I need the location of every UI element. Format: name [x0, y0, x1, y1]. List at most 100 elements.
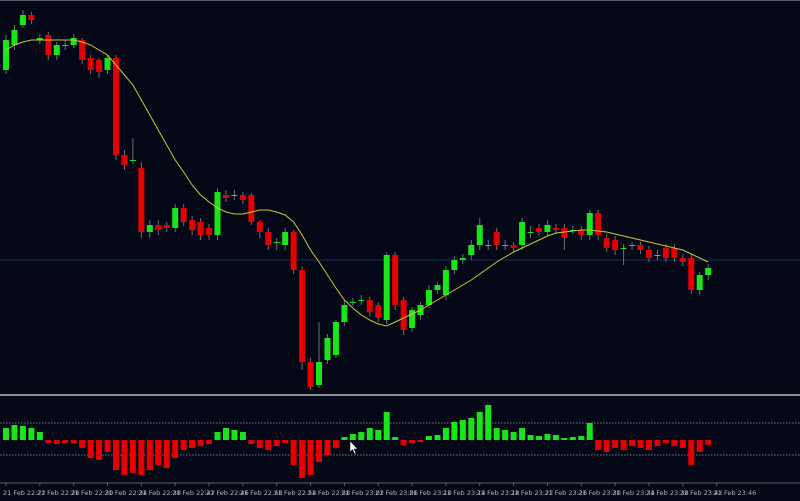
x-tick-label: 21 Feb 23:42 [680, 489, 723, 497]
histogram-bar [214, 432, 221, 440]
candle-body [645, 250, 652, 258]
candle-body [3, 40, 9, 70]
candle-body [206, 228, 213, 235]
histogram-bar [53, 440, 60, 444]
histogram-bar [62, 440, 69, 443]
histogram-bar [595, 440, 602, 450]
candle-body [316, 362, 323, 385]
candle-body [36, 38, 43, 40]
candle-body [79, 40, 86, 60]
histogram-bar [358, 432, 365, 440]
histogram-bar [163, 440, 170, 468]
candle-body [163, 225, 170, 228]
candle-body [662, 248, 669, 258]
histogram-bar [662, 440, 669, 443]
candle-body [586, 213, 593, 235]
histogram-bar [705, 440, 712, 445]
histogram-bar [349, 434, 356, 440]
histogram-bar [197, 440, 204, 446]
histogram-bar [561, 438, 568, 440]
moving-average [5, 39, 709, 327]
histogram-bar [172, 440, 179, 458]
histogram-bar [282, 440, 289, 443]
histogram-bar [493, 428, 500, 440]
histogram-bar [637, 440, 644, 448]
candle-body [671, 248, 678, 258]
histogram-bar [307, 440, 314, 475]
candle-body [637, 245, 644, 250]
histogram-bar [603, 440, 610, 452]
x-tick-label: 21 Feb 23:18 [477, 489, 520, 497]
candle-body [45, 35, 52, 55]
histogram-bar [299, 440, 306, 478]
candle-body [544, 225, 551, 232]
x-tick-label: 21 Feb 23:06 [375, 489, 418, 497]
histogram-bar [392, 437, 399, 440]
histogram-bar [206, 440, 213, 444]
histogram-bar [222, 428, 229, 440]
histogram-bar [476, 412, 483, 440]
histogram-bar [146, 440, 153, 470]
histogram-bar [569, 437, 576, 440]
candle-body [442, 270, 449, 295]
histogram-bar [612, 440, 619, 448]
x-tick-label: 21 Feb 22:50 [240, 489, 283, 497]
candle-body [282, 232, 289, 245]
candle-body [383, 255, 390, 320]
histogram-bar [645, 440, 652, 450]
candle-body [409, 310, 416, 328]
candle-body [434, 285, 441, 290]
candle-body [485, 245, 492, 246]
histogram-bar [112, 440, 119, 470]
histogram-bar [256, 440, 263, 448]
histogram-bar [180, 440, 187, 450]
histogram-bar [11, 425, 18, 440]
candle-body [620, 248, 627, 249]
candle-body [62, 45, 69, 46]
histogram-bar [629, 440, 636, 446]
histogram-bar [332, 440, 339, 448]
candle-body [679, 258, 686, 262]
histogram-bar [239, 432, 246, 440]
candle-body [595, 213, 602, 235]
candle-body [426, 290, 432, 305]
histogram-bar [189, 440, 196, 448]
histogram-bar [434, 435, 441, 440]
x-tick-label: 21 Feb 22:46 [206, 489, 249, 497]
candle-body [696, 275, 703, 290]
candle-body [375, 305, 382, 318]
candle-body [561, 228, 568, 238]
candle-body [189, 220, 196, 230]
x-tick-label: 21 Feb 22:30 [71, 489, 114, 497]
histogram-bar [442, 428, 449, 440]
histogram-bar [451, 422, 458, 440]
histogram-bar [679, 440, 686, 448]
x-tick-label: 21 Feb 22:34 [105, 489, 148, 497]
candle-body [155, 225, 162, 230]
candle-body [688, 258, 695, 290]
histogram-bar [248, 440, 255, 444]
candle-body [172, 208, 179, 228]
candle-body [265, 232, 272, 245]
candle-body [519, 222, 526, 245]
candle-body [222, 195, 229, 198]
histogram-bar [3, 428, 9, 440]
histogram-bar [654, 440, 661, 446]
histogram-bar [527, 435, 534, 440]
candle-body [476, 225, 483, 245]
histogram-bar [468, 418, 475, 440]
histogram-bar [341, 437, 348, 440]
candle-body [366, 300, 373, 312]
histogram-bar [273, 440, 280, 446]
candle-body [502, 245, 509, 246]
candle-body [231, 195, 238, 196]
candle-body [197, 222, 204, 235]
histogram-bar [375, 430, 382, 440]
candle-body [451, 260, 458, 270]
candle-body [273, 242, 280, 243]
candle-body [324, 338, 331, 360]
candle-body [121, 155, 128, 165]
